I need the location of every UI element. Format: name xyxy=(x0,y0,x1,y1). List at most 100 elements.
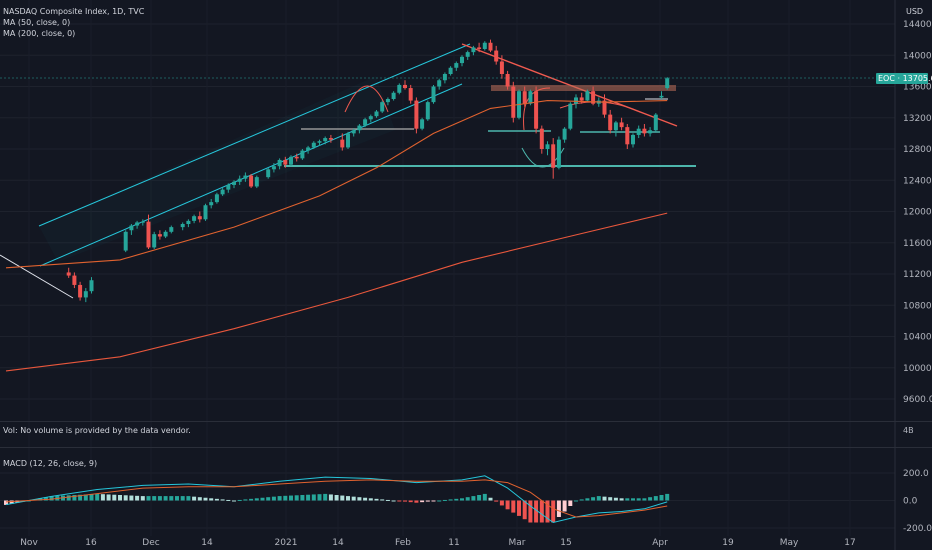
macd-histogram-bar xyxy=(665,493,670,501)
macd-histogram-bar xyxy=(317,494,322,501)
candle-down xyxy=(340,139,345,148)
macd-histogram-bar xyxy=(78,494,83,501)
candle-down xyxy=(157,234,162,237)
candle-up xyxy=(420,119,425,129)
price-axis: 14400.0 14000.0 13600.0 13200.0 12800.0 12400… xyxy=(894,0,932,550)
macd-histogram-bar xyxy=(220,499,225,501)
macd-histogram-bar xyxy=(112,494,117,501)
candle-up xyxy=(465,52,470,57)
macd-histogram-bar xyxy=(380,499,385,501)
price-tick: 10800.0 xyxy=(903,301,932,311)
macd-histogram-bar xyxy=(454,498,459,501)
macd-histogram-bar xyxy=(556,500,561,517)
time-tick: 17 xyxy=(844,538,855,548)
macd-histogram-bar xyxy=(283,495,288,501)
macd-histogram-bar xyxy=(482,493,487,501)
candle-up xyxy=(528,91,533,104)
macd-histogram-bar xyxy=(625,498,630,501)
macd-legend[interactable]: MACD (12, 26, close, 9) xyxy=(3,459,98,468)
macd-histogram-bar xyxy=(95,493,100,501)
candle-up xyxy=(152,234,157,248)
candle-up xyxy=(574,97,578,104)
candle-up xyxy=(266,169,271,178)
price-tick: 13600.0 xyxy=(903,83,932,93)
candle-up xyxy=(556,139,561,168)
candle-up xyxy=(237,178,242,182)
macd-histogram-bar xyxy=(368,498,373,501)
macd-histogram-bar xyxy=(249,498,254,501)
macd-histogram-bar xyxy=(311,494,316,501)
price-tick: 14400.0 xyxy=(903,20,932,30)
macd-histogram-bar xyxy=(135,495,140,501)
currency-label: USD xyxy=(906,7,924,16)
macd-histogram-bar xyxy=(437,500,442,502)
candle-down xyxy=(642,128,647,134)
candle-down xyxy=(294,156,299,159)
macd-histogram-bar xyxy=(653,496,658,501)
time-tick: Feb xyxy=(395,538,411,548)
ma50-legend[interactable]: MA (50, close, 0) xyxy=(3,18,71,27)
macd-histogram-bar xyxy=(192,496,197,501)
candle-up xyxy=(209,202,214,206)
price-tick: 9600.0 xyxy=(903,395,932,405)
macd-histogram-bar xyxy=(442,499,447,501)
macd-histogram-bar xyxy=(522,500,527,520)
candle-up xyxy=(442,74,447,81)
macd-histogram-bar xyxy=(363,497,368,501)
macd-histogram-bar xyxy=(465,497,470,501)
resistance-box xyxy=(491,85,676,91)
macd-histogram-bar xyxy=(129,495,134,501)
candle-up xyxy=(83,291,88,298)
macd-histogram-bar xyxy=(460,498,464,501)
macd-histogram-bar xyxy=(346,496,350,501)
candle-up xyxy=(636,128,641,135)
macd-tick: -200.0 xyxy=(903,524,932,534)
macd-histogram-bar xyxy=(619,498,624,501)
macd-histogram-bar xyxy=(254,498,259,501)
candle-down xyxy=(408,88,413,101)
candle-up xyxy=(226,184,231,190)
pane-separator[interactable] xyxy=(0,447,932,448)
candle-up xyxy=(357,125,362,131)
macd-histogram-bar xyxy=(49,496,54,501)
candle-down xyxy=(414,100,419,129)
macd-histogram-bar xyxy=(209,498,214,501)
macd-histogram-bar xyxy=(579,499,584,501)
price-tick: 14000.0 xyxy=(903,51,932,61)
candle-up xyxy=(186,220,191,224)
macd-histogram-bar xyxy=(477,495,482,501)
ma200-legend[interactable]: MA (200, close, 0) xyxy=(3,29,76,38)
candle-up xyxy=(123,231,128,251)
price-tick: 13200.0 xyxy=(903,114,932,124)
candle-up xyxy=(289,156,293,165)
candle-up xyxy=(129,225,134,231)
macd-tick: 0.0 xyxy=(903,497,918,507)
candle-up xyxy=(140,221,145,223)
macd-histogram-bar xyxy=(374,498,379,501)
candle-down xyxy=(146,221,151,248)
macd-histogram-bar xyxy=(294,495,299,501)
channel-upper xyxy=(38,43,471,227)
macd-histogram-bar xyxy=(397,500,402,502)
pane-separator[interactable] xyxy=(0,421,932,422)
macd-histogram-bar xyxy=(323,493,328,501)
price-tick: 10400.0 xyxy=(903,333,932,343)
macd-histogram-bar xyxy=(226,499,231,501)
macd-histogram-bar xyxy=(203,497,208,501)
candle-up xyxy=(232,181,236,185)
candle-up xyxy=(454,63,459,68)
macd-tick: 200.0 xyxy=(903,469,929,479)
symbol-title[interactable]: NASDAQ Composite Index, 1D, TVC xyxy=(3,7,145,16)
candle-down xyxy=(499,61,504,74)
time-axis: Nov 16 Dec 14 2021 14 Feb 11 Mar 15 Apr 19 May 17 xyxy=(20,538,856,548)
candle-down xyxy=(78,284,83,298)
candle-up xyxy=(631,134,635,145)
candle-down xyxy=(522,91,527,104)
candle-up xyxy=(471,47,476,53)
candle-up xyxy=(562,128,567,140)
macd-histogram-bar xyxy=(72,495,77,501)
macd-histogram-bar xyxy=(505,500,510,510)
macd-plot xyxy=(4,475,670,524)
macd-histogram-bar xyxy=(608,497,613,501)
